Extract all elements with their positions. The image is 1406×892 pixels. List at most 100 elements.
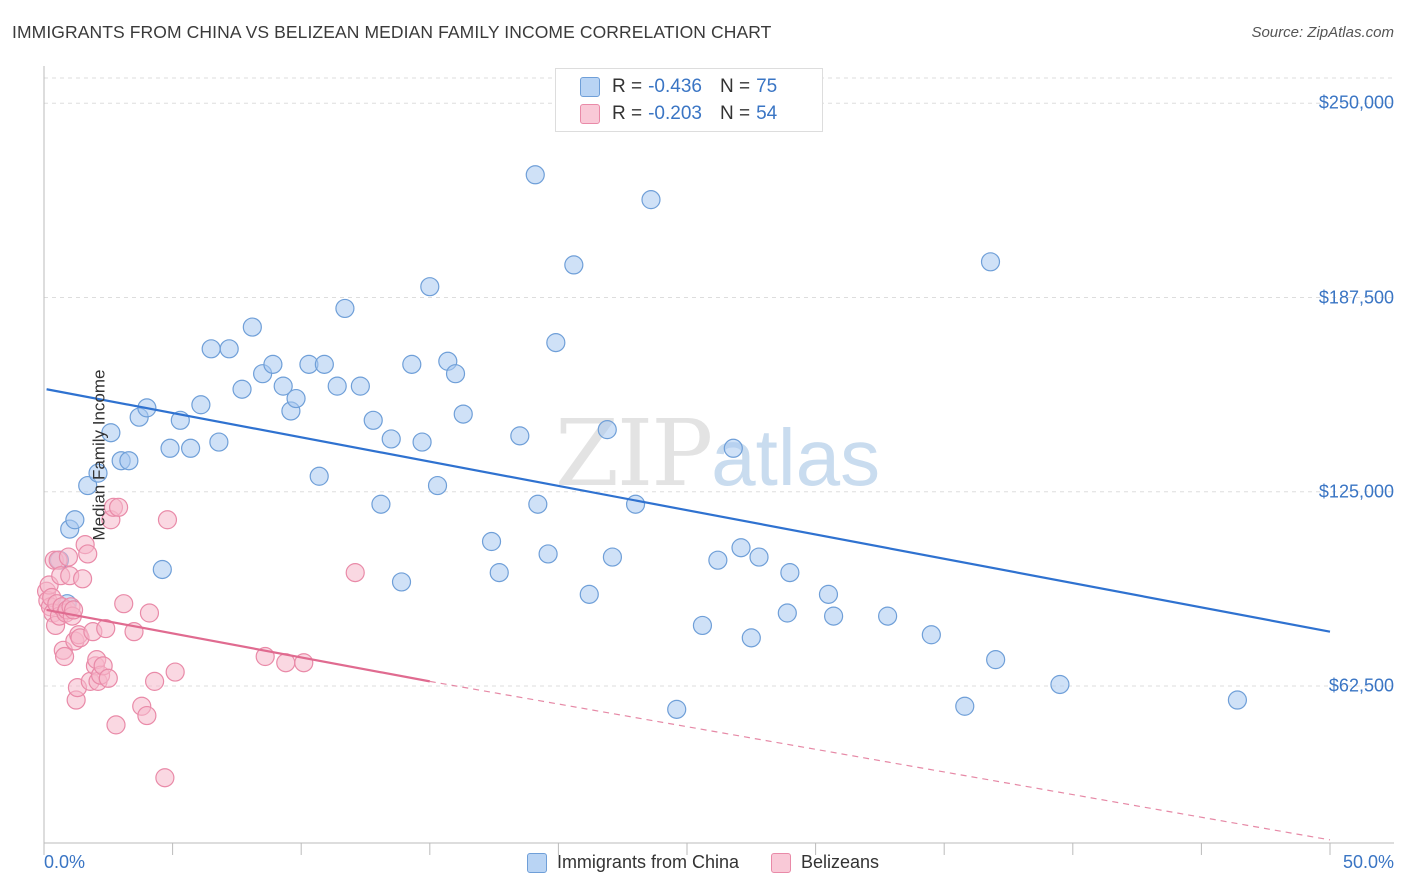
data-point-china [741, 628, 761, 648]
data-point-china [818, 584, 839, 604]
data-point-china [777, 603, 797, 623]
data-point-china [363, 410, 383, 430]
data-point-china [427, 475, 448, 496]
legend-r-value: -0.436 [648, 76, 702, 97]
data-point-china [453, 404, 473, 424]
data-point-china [489, 563, 509, 583]
data-point-china [152, 559, 172, 580]
data-point-china [510, 426, 530, 446]
data-point-china [273, 376, 293, 396]
data-point-china [481, 531, 502, 552]
data-point-china [309, 466, 329, 486]
legend-n-label: N = [719, 103, 751, 124]
legend-item-china[interactable]: Immigrants from China [526, 852, 739, 873]
data-point-china [955, 696, 975, 716]
data-point-china [263, 354, 283, 374]
data-point-china [242, 317, 262, 337]
watermark-atlas: atlas [711, 413, 881, 502]
data-point-china [350, 376, 370, 396]
data-point-belize [54, 646, 75, 667]
trend-line-china [46, 388, 1331, 633]
legend-swatch-china [526, 852, 547, 873]
data-point-china [191, 395, 211, 415]
legend-r-value: -0.203 [648, 103, 702, 124]
data-point-china [219, 339, 239, 359]
data-point-china [88, 463, 108, 483]
data-point-belize [139, 603, 160, 623]
legend-swatch-china [580, 77, 600, 97]
data-point-china [65, 510, 85, 530]
data-point-china [708, 550, 728, 570]
legend-n-value: 54 [756, 103, 778, 124]
data-point-china [119, 451, 139, 471]
data-point-china [641, 190, 661, 210]
y-axis-label: Median Family Income [89, 369, 109, 541]
legend-swatch-belize [580, 104, 600, 124]
data-point-china [286, 388, 306, 409]
data-point-belize [114, 594, 134, 614]
data-point-china [335, 298, 355, 319]
data-point-china [528, 494, 548, 514]
data-point-china [420, 277, 440, 297]
data-point-china [78, 475, 98, 496]
data-point-belize [58, 547, 79, 567]
data-point-belize [165, 662, 185, 682]
data-point-china [391, 572, 412, 592]
data-point-china [749, 547, 769, 567]
data-point-china [625, 494, 646, 514]
chart-title: IMMIGRANTS FROM CHINA VS BELIZEAN MEDIAN… [12, 22, 772, 42]
y-tick-label: $125,000 [1318, 481, 1394, 502]
legend-swatch-belize [771, 852, 791, 873]
data-point-china [371, 494, 391, 514]
legend-r-label: R = [612, 76, 643, 97]
data-point-belize [155, 768, 175, 788]
data-point-china [402, 354, 422, 374]
trend-line-belize [46, 608, 431, 683]
x-tick-label-max: 50.0% [1342, 852, 1394, 872]
data-point-china [878, 606, 898, 626]
data-point-china [412, 432, 432, 452]
legend-row-china: R = -0.436 N = 75 [580, 75, 777, 99]
data-point-china [921, 625, 941, 645]
legend-row-belize: R = -0.203 N = 54 [580, 102, 777, 126]
data-point-china [381, 429, 401, 449]
data-point-belize [98, 668, 118, 688]
data-point-china [101, 423, 121, 443]
y-tick-label: $62,500 [1328, 675, 1394, 696]
data-point-china [181, 438, 201, 458]
data-point-china [597, 420, 617, 440]
data-point-china [692, 615, 713, 636]
chart-source: Source: ZipAtlas.com [1251, 24, 1394, 41]
data-point-belize [96, 618, 116, 639]
data-point-china [731, 538, 751, 558]
data-point-china [980, 252, 1001, 272]
y-tick-label: $250,000 [1318, 92, 1394, 113]
data-point-belize [106, 715, 126, 735]
legend-r-label: R = [612, 103, 643, 124]
data-point-china [160, 438, 180, 458]
data-point-belize [144, 671, 165, 691]
data-point-china [445, 364, 466, 384]
data-point-belize [78, 544, 98, 564]
data-point-china [780, 563, 800, 583]
data-point-china [1227, 690, 1248, 710]
legend-n-label: N = [719, 76, 751, 97]
x-tick-label-min: 0.0% [44, 852, 86, 872]
legend-item-belize[interactable]: Belizeans [771, 852, 879, 873]
data-point-china [824, 606, 844, 626]
legend-n-value: 75 [756, 76, 778, 97]
data-point-china [579, 584, 599, 604]
data-point-belize [137, 705, 157, 726]
data-point-china [327, 376, 347, 396]
data-point-china [564, 255, 584, 275]
data-point-china [314, 354, 334, 374]
legend-label-belize: Belizeans [801, 852, 880, 872]
correlation-legend: R = -0.436 N = 75 R = -0.203 N = 54 [555, 68, 823, 132]
data-point-china [1050, 674, 1070, 695]
data-point-belize [108, 497, 129, 517]
trend-line-extension-belize [429, 680, 1331, 841]
y-tick-label: $187,500 [1318, 287, 1394, 308]
legend-label-china: Immigrants from China [556, 852, 739, 872]
data-point-china [201, 339, 221, 359]
